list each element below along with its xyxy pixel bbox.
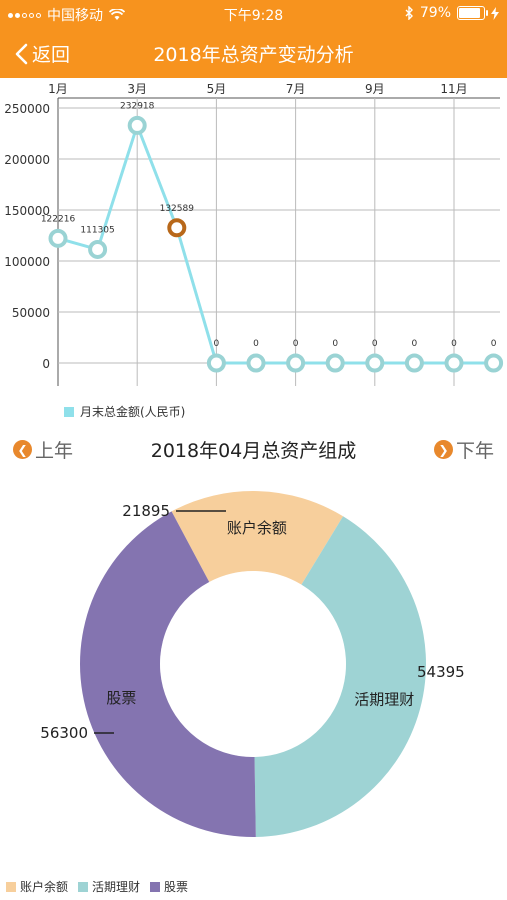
data-label: 0 bbox=[332, 339, 338, 349]
battery-percent: 79% bbox=[419, 5, 451, 21]
data-label: 0 bbox=[214, 339, 220, 349]
data-label: 0 bbox=[253, 339, 259, 349]
legend-item: 活期理财 bbox=[78, 878, 140, 895]
legend-swatch bbox=[78, 881, 89, 892]
status-right: 79% bbox=[405, 5, 499, 21]
data-label: 0 bbox=[491, 339, 497, 349]
legend-label: 月末总金额(人民币) bbox=[80, 405, 186, 419]
x-tick-label: 3月 bbox=[127, 82, 147, 96]
data-label: 0 bbox=[412, 339, 418, 349]
data-label: 232918 bbox=[120, 101, 155, 111]
data-point bbox=[127, 115, 147, 135]
x-tick-label: 5月 bbox=[207, 82, 227, 96]
data-label: 111305 bbox=[80, 225, 114, 235]
status-time: 下午9:28 bbox=[223, 8, 284, 24]
back-button[interactable]: 返回 bbox=[14, 40, 70, 67]
donut-legend: 账户余额 活期理财 股票 bbox=[6, 878, 188, 895]
x-tick-label: 11月 bbox=[440, 82, 467, 96]
legend-item: 股票 bbox=[150, 878, 188, 895]
section-title: 2018年04月总资产组成 bbox=[150, 440, 357, 462]
x-tick-label: 7月 bbox=[286, 82, 306, 96]
donut-slice bbox=[79, 511, 256, 837]
line-chart-legend: 月末总金额(人民币) bbox=[64, 403, 185, 420]
legend-label: 股票 bbox=[164, 880, 189, 894]
carrier-name: 中国移动 bbox=[47, 8, 103, 24]
slice-value-label: 56300 bbox=[40, 724, 88, 742]
prev-year-button[interactable]: ❮ 上年 bbox=[13, 436, 73, 463]
chevron-right-circle-icon: ❯ bbox=[433, 440, 453, 459]
data-point bbox=[444, 353, 464, 373]
next-year-button[interactable]: ❯ 下年 bbox=[433, 436, 494, 463]
data-point bbox=[167, 218, 187, 238]
legend-label: 账户余额 bbox=[20, 880, 69, 894]
status-left: 中国移动 bbox=[8, 5, 125, 25]
nav-bar: 返回 2018年总资产变动分析 bbox=[0, 28, 507, 78]
donut-slice bbox=[254, 516, 426, 837]
data-label: 0 bbox=[293, 339, 299, 349]
data-point bbox=[325, 353, 345, 373]
back-label: 返回 bbox=[32, 44, 71, 66]
data-point bbox=[404, 353, 424, 373]
y-tick-label: 50000 bbox=[12, 306, 50, 320]
data-label: 0 bbox=[451, 339, 457, 349]
slice-category-label: 账户余额 bbox=[227, 519, 287, 537]
x-tick-label: 1月 bbox=[48, 82, 68, 96]
wifi-icon bbox=[109, 9, 125, 20]
data-label: 0 bbox=[372, 339, 378, 349]
data-point bbox=[484, 353, 504, 373]
legend-item: 账户余额 bbox=[6, 878, 68, 895]
page-title: 2018年总资产变动分析 bbox=[153, 44, 354, 66]
charging-icon bbox=[491, 6, 499, 20]
y-tick-label: 200000 bbox=[4, 153, 50, 167]
chevron-left-icon bbox=[15, 43, 28, 64]
legend-label: 活期理财 bbox=[92, 880, 141, 894]
y-tick-label: 0 bbox=[42, 357, 50, 371]
legend-swatch bbox=[150, 881, 161, 892]
bluetooth-icon bbox=[405, 6, 413, 20]
status-bar: 中国移动 下午9:28 79% bbox=[0, 0, 507, 28]
donut-slice bbox=[171, 491, 344, 585]
data-point bbox=[206, 353, 226, 373]
signal-strength-icon bbox=[8, 12, 41, 18]
legend-swatch bbox=[64, 406, 74, 417]
slice-value-label: 21895 bbox=[122, 502, 170, 520]
data-label: 122216 bbox=[41, 214, 76, 224]
slice-category-label: 股票 bbox=[106, 689, 136, 707]
data-point bbox=[286, 353, 306, 373]
data-point bbox=[246, 353, 266, 373]
data-point bbox=[365, 353, 385, 373]
next-year-label: 下年 bbox=[455, 440, 494, 462]
y-tick-label: 100000 bbox=[4, 255, 50, 269]
line-chart: 1月 3月 5月 7月 9月 11月 0 50000 100000 150000 200000 250… bbox=[4, 82, 504, 386]
slice-value-label: 54395 bbox=[417, 663, 465, 681]
y-tick-label: 150000 bbox=[4, 204, 50, 218]
y-tick-label: 250000 bbox=[4, 102, 50, 116]
data-label: 132589 bbox=[160, 204, 195, 214]
chevron-left-circle-icon: ❮ bbox=[13, 440, 32, 459]
battery-icon bbox=[457, 6, 488, 20]
x-tick-label: 9月 bbox=[365, 82, 385, 96]
slice-category-label: 活期理财 bbox=[354, 691, 414, 709]
donut-hole bbox=[174, 585, 332, 743]
series-line bbox=[57, 120, 494, 365]
data-point bbox=[88, 239, 108, 259]
legend-swatch bbox=[6, 881, 16, 892]
data-point bbox=[48, 228, 68, 248]
prev-year-label: 上年 bbox=[35, 440, 74, 462]
